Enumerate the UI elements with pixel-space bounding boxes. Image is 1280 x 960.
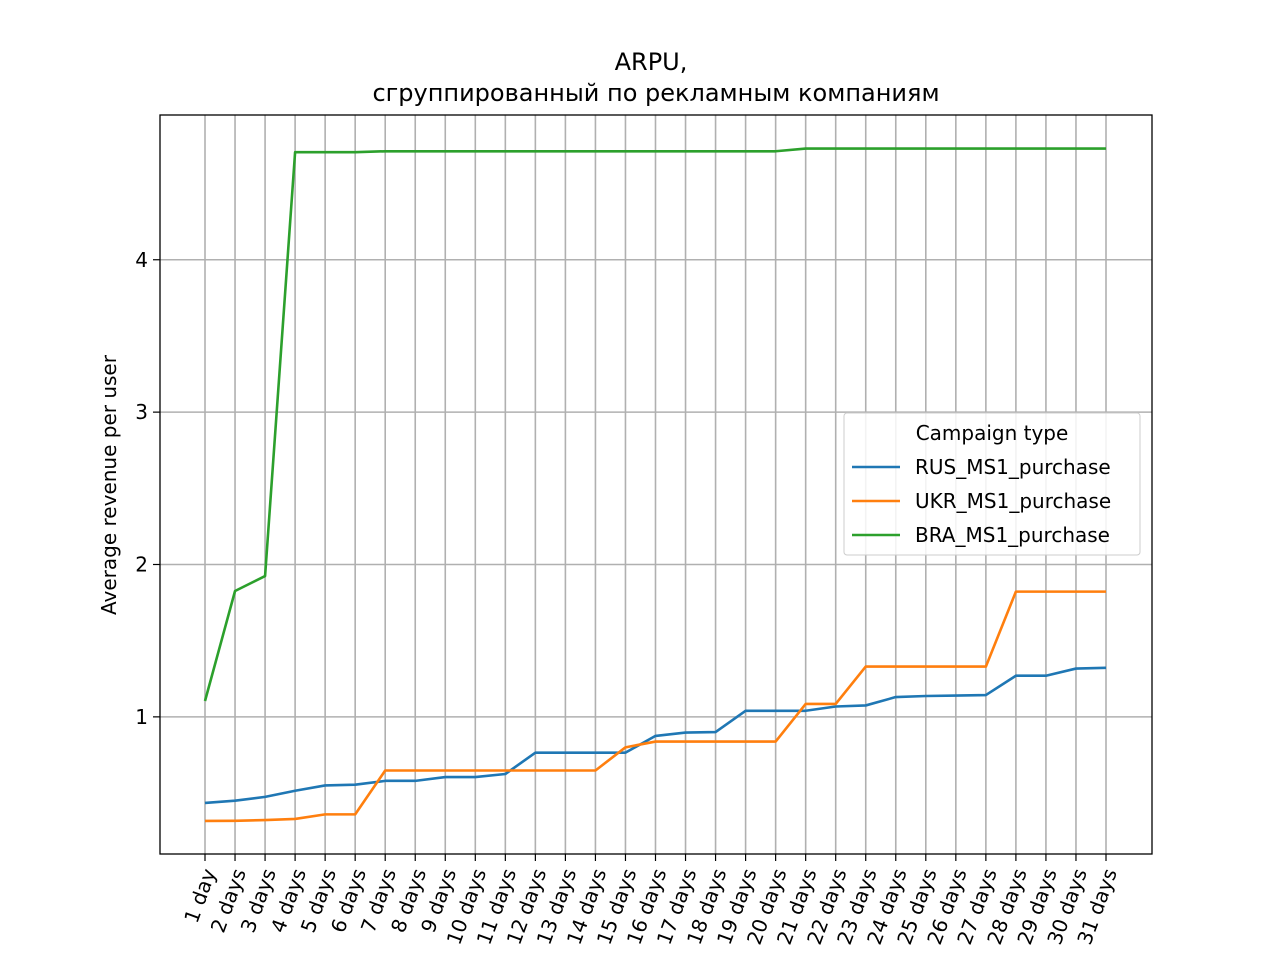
y-tick-label: 1 — [135, 705, 148, 729]
y-tick-label: 4 — [135, 248, 148, 272]
legend-label: RUS_MS1_purchase — [915, 455, 1111, 479]
legend-label: BRA_MS1_purchase — [915, 523, 1110, 547]
legend-box — [843, 412, 1141, 556]
series-lines — [203, 147, 1107, 823]
legend: Campaign type RUS_MS1_purchase UKR_MS1_pu… — [843, 412, 1141, 556]
legend-title: Campaign type — [916, 421, 1069, 445]
y-axis: 1 2 3 4 — [135, 248, 160, 729]
y-tick-label: 2 — [135, 552, 148, 576]
y-axis-label: Average revenue per user — [97, 354, 121, 615]
chart-title-line-2: сгруппированный по рекламным компаниям — [372, 79, 939, 107]
legend-label: UKR_MS1_purchase — [915, 489, 1111, 513]
chart-title-line-1: ARPU, — [615, 48, 688, 76]
y-tick-label: 3 — [135, 400, 148, 424]
